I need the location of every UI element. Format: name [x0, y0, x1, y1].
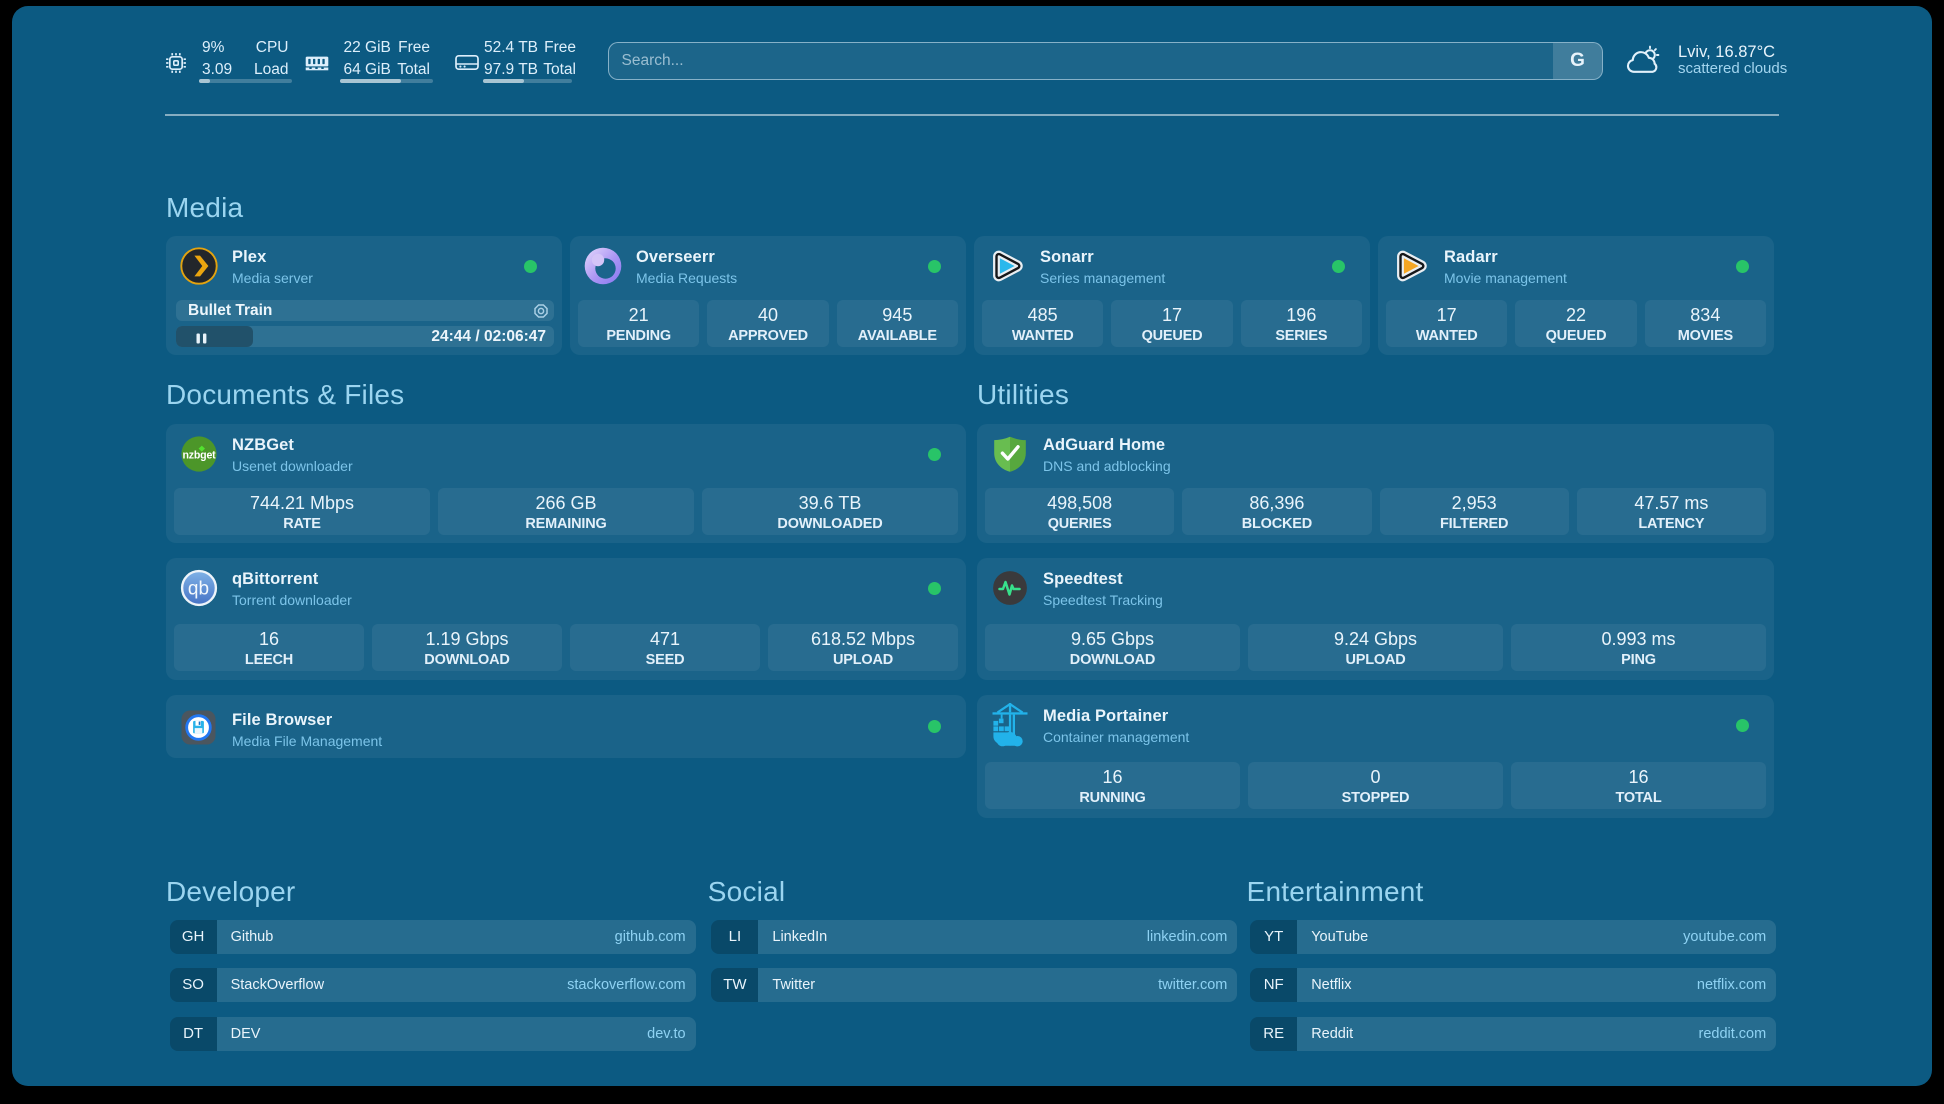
svg-text:qb: qb	[188, 578, 209, 599]
svg-text:nzbget: nzbget	[183, 450, 217, 462]
